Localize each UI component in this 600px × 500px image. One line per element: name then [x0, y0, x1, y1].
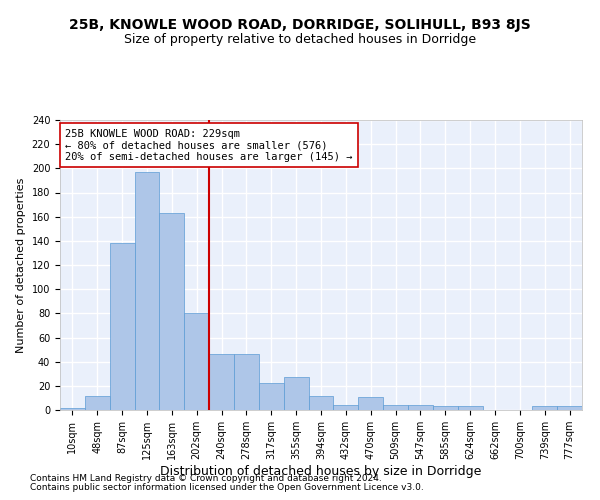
Bar — [184, 314, 209, 410]
Text: 25B KNOWLE WOOD ROAD: 229sqm
← 80% of detached houses are smaller (576)
20% of s: 25B KNOWLE WOOD ROAD: 229sqm ← 80% of de… — [65, 128, 353, 162]
Text: 25B, KNOWLE WOOD ROAD, DORRIDGE, SOLIHULL, B93 8JS: 25B, KNOWLE WOOD ROAD, DORRIDGE, SOLIHUL… — [69, 18, 531, 32]
Bar — [110, 244, 134, 410]
Text: Size of property relative to detached houses in Dorridge: Size of property relative to detached ho… — [124, 32, 476, 46]
Y-axis label: Number of detached properties: Number of detached properties — [16, 178, 26, 352]
Bar — [433, 406, 458, 410]
Bar — [358, 396, 383, 410]
Bar — [60, 408, 85, 410]
Bar — [532, 406, 557, 410]
Bar — [383, 405, 408, 410]
Bar — [85, 396, 110, 410]
Bar — [284, 378, 308, 410]
Bar — [160, 213, 184, 410]
Bar — [134, 172, 160, 410]
Bar — [234, 354, 259, 410]
X-axis label: Distribution of detached houses by size in Dorridge: Distribution of detached houses by size … — [160, 465, 482, 478]
Bar — [259, 384, 284, 410]
Bar — [334, 405, 358, 410]
Bar — [408, 405, 433, 410]
Bar — [458, 406, 482, 410]
Bar — [557, 406, 582, 410]
Bar — [308, 396, 334, 410]
Text: Contains public sector information licensed under the Open Government Licence v3: Contains public sector information licen… — [30, 483, 424, 492]
Bar — [209, 354, 234, 410]
Text: Contains HM Land Registry data © Crown copyright and database right 2024.: Contains HM Land Registry data © Crown c… — [30, 474, 382, 483]
